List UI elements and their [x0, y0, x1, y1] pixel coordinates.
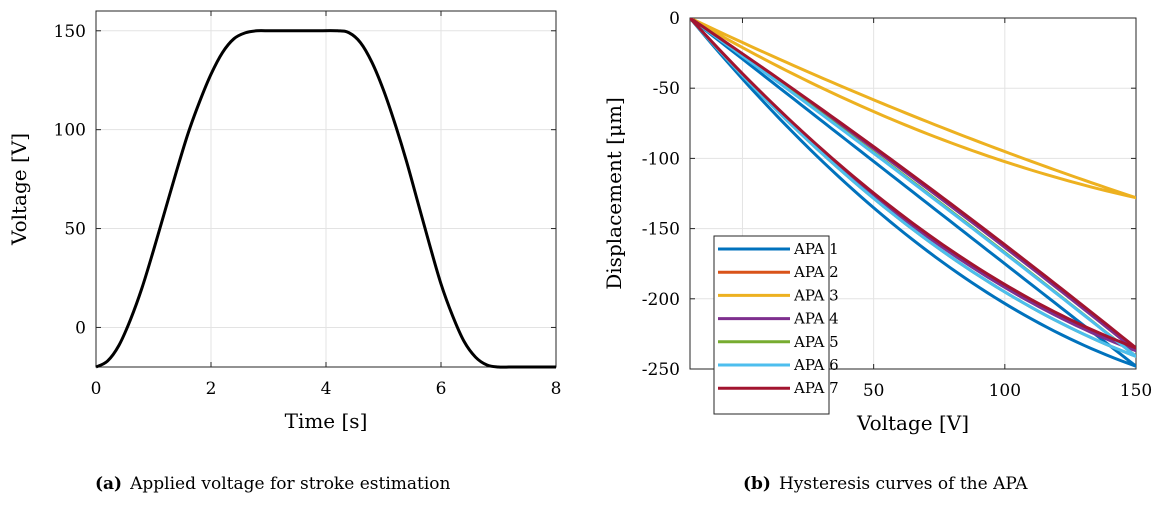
b-legend-label-6: APA 6 — [793, 356, 839, 374]
b-xlabel: Voltage [V] — [856, 411, 969, 435]
a-ytick-label: 0 — [75, 318, 86, 338]
a-ytick-label: 100 — [54, 121, 86, 141]
b-legend-box — [713, 235, 830, 415]
a-xtick-label: 8 — [551, 379, 562, 399]
caption-a-text: Applied voltage for stroke estimation — [130, 474, 451, 494]
a-ytick-label: 150 — [54, 22, 86, 42]
b-xtick-label: 50 — [863, 381, 885, 401]
a-xtick-label: 2 — [206, 379, 217, 399]
b-ytick-label: -200 — [642, 290, 680, 310]
a-xlabel: Time [s] — [285, 409, 368, 433]
b-xtick-label: 100 — [989, 381, 1021, 401]
b-ytick-label: -50 — [653, 79, 680, 99]
b-ytick-label: -150 — [642, 220, 680, 240]
b-series-7-line — [690, 18, 1136, 350]
a-ylabel: Voltage [V] — [7, 133, 31, 246]
b-curves — [690, 18, 1136, 368]
b-ylabel: Displacement [μm] — [602, 97, 626, 290]
b-legend-label-3: APA 3 — [793, 286, 839, 304]
a-plot-frame — [95, 10, 557, 368]
b-legend-label-2: APA 2 — [793, 263, 839, 281]
b-plot-frame — [689, 17, 1137, 370]
b-ytick-label: 0 — [669, 9, 680, 29]
b-legend-label-4: APA 4 — [793, 310, 839, 328]
b-ytick-label: -100 — [642, 149, 680, 169]
b-xtick-label: 150 — [1120, 381, 1152, 401]
chart-applied-voltage: 0 2 4 6 8 0 50 100 150 Time [s] Voltage [V] — [7, 10, 562, 433]
caption-b-tag: (b) — [743, 474, 771, 494]
a-ytick-label: 50 — [64, 220, 86, 240]
b-legend: APA 1 APA 2 APA 3 APA 4 APA 5 APA 6 APA 7 — [713, 235, 839, 415]
a-voltage-line — [95, 29, 556, 369]
b-legend-label-5: APA 5 — [793, 333, 839, 351]
a-xtick-label: 6 — [436, 379, 447, 399]
b-ytick-label: -250 — [642, 360, 680, 380]
caption-b-text: Hysteresis curves of the APA — [778, 474, 1028, 494]
b-legend-label-7: APA 7 — [793, 379, 839, 397]
a-xtick-label: 4 — [321, 379, 332, 399]
b-legend-label-1: APA 1 — [793, 240, 839, 258]
b-series-1-line — [690, 18, 1136, 368]
caption-a: (a) Applied voltage for stroke estimation — [95, 474, 450, 494]
caption-a-tag: (a) — [95, 474, 123, 494]
caption-b: (b) Hysteresis curves of the APA — [743, 474, 1028, 494]
b-series-3-line — [690, 18, 1136, 200]
b-series-6-line — [690, 18, 1136, 358]
a-xtick-label: 0 — [91, 379, 102, 399]
